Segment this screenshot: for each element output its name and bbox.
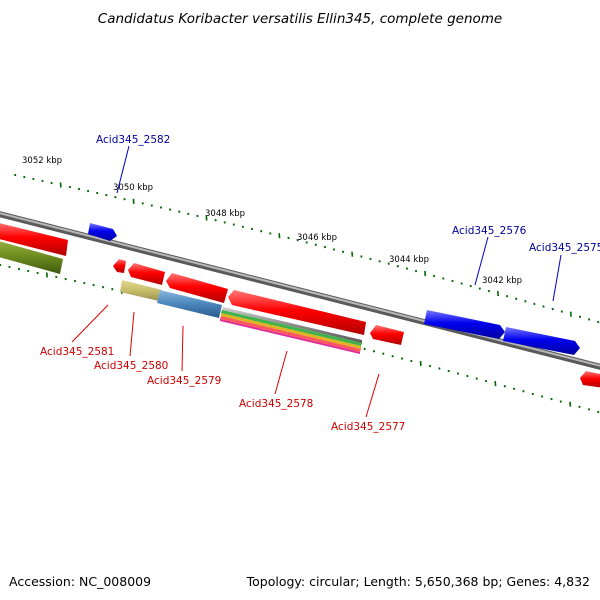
gene-arrow-acid345-2582[interactable] xyxy=(88,223,117,241)
gene-label-acid345-2582[interactable]: Acid345_2582 xyxy=(96,134,170,146)
gene-arrow-acid345-2578[interactable] xyxy=(228,290,366,335)
gene-arrow-acid345-2577[interactable] xyxy=(370,325,404,345)
genome-backbone xyxy=(0,211,600,370)
gene-label-acid345-2576[interactable]: Acid345_2576 xyxy=(452,225,527,237)
kbp-label-3052: 3052 kbp xyxy=(22,156,62,166)
genome-summary-text: Topology: circular; Length: 5,650,368 bp… xyxy=(246,574,590,589)
gene-label-acid345-2581[interactable]: Acid345_2581 xyxy=(40,346,114,358)
kbp-labels: 3052 kbp 3050 kbp 3048 kbp 3046 kbp 3044… xyxy=(22,156,522,286)
gene-arrow-left-fragment[interactable] xyxy=(0,222,68,256)
feature-olive-left xyxy=(0,241,63,274)
kbp-label-3044: 3044 kbp xyxy=(389,255,429,265)
accession-text: Accession: NC_008009 xyxy=(9,574,151,589)
gene-label-acid345-2575[interactable]: Acid345_2575 xyxy=(529,242,600,254)
gene-label-acid345-2577[interactable]: Acid345_2577 xyxy=(331,421,405,433)
kbp-label-3042: 3042 kbp xyxy=(482,276,522,286)
map-title: Candidatus Koribacter versatilis Ellin34… xyxy=(98,11,502,27)
kbp-label-3050: 3050 kbp xyxy=(113,183,153,193)
gene-arrow-acid345-2576[interactable] xyxy=(424,310,505,339)
feature-track xyxy=(0,222,600,388)
gene-arrow-acid345-2575[interactable] xyxy=(503,327,580,355)
kbp-label-3048: 3048 kbp xyxy=(205,209,245,219)
gene-arrow-right-fragment[interactable] xyxy=(580,371,600,388)
gene-arrow-acid345-2581[interactable] xyxy=(128,263,165,285)
feature-acid345-2580 xyxy=(120,280,162,301)
gene-label-acid345-2578[interactable]: Acid345_2578 xyxy=(239,398,313,410)
feature-acid345-2578-stack xyxy=(220,307,362,354)
gene-label-acid345-2580[interactable]: Acid345_2580 xyxy=(94,360,168,372)
gene-arrow-acid345-2581-small[interactable] xyxy=(113,259,126,273)
gene-label-acid345-2579[interactable]: Acid345_2579 xyxy=(147,375,221,387)
outer-tick-ring xyxy=(14,173,600,324)
feature-acid345-2579 xyxy=(157,290,222,318)
kbp-label-3046: 3046 kbp xyxy=(297,233,337,243)
gene-labels: Acid345_2582 Acid345_2581 Acid345_2580 A… xyxy=(40,134,600,433)
gene-arrow-acid345-2580-arrow[interactable] xyxy=(166,273,228,303)
